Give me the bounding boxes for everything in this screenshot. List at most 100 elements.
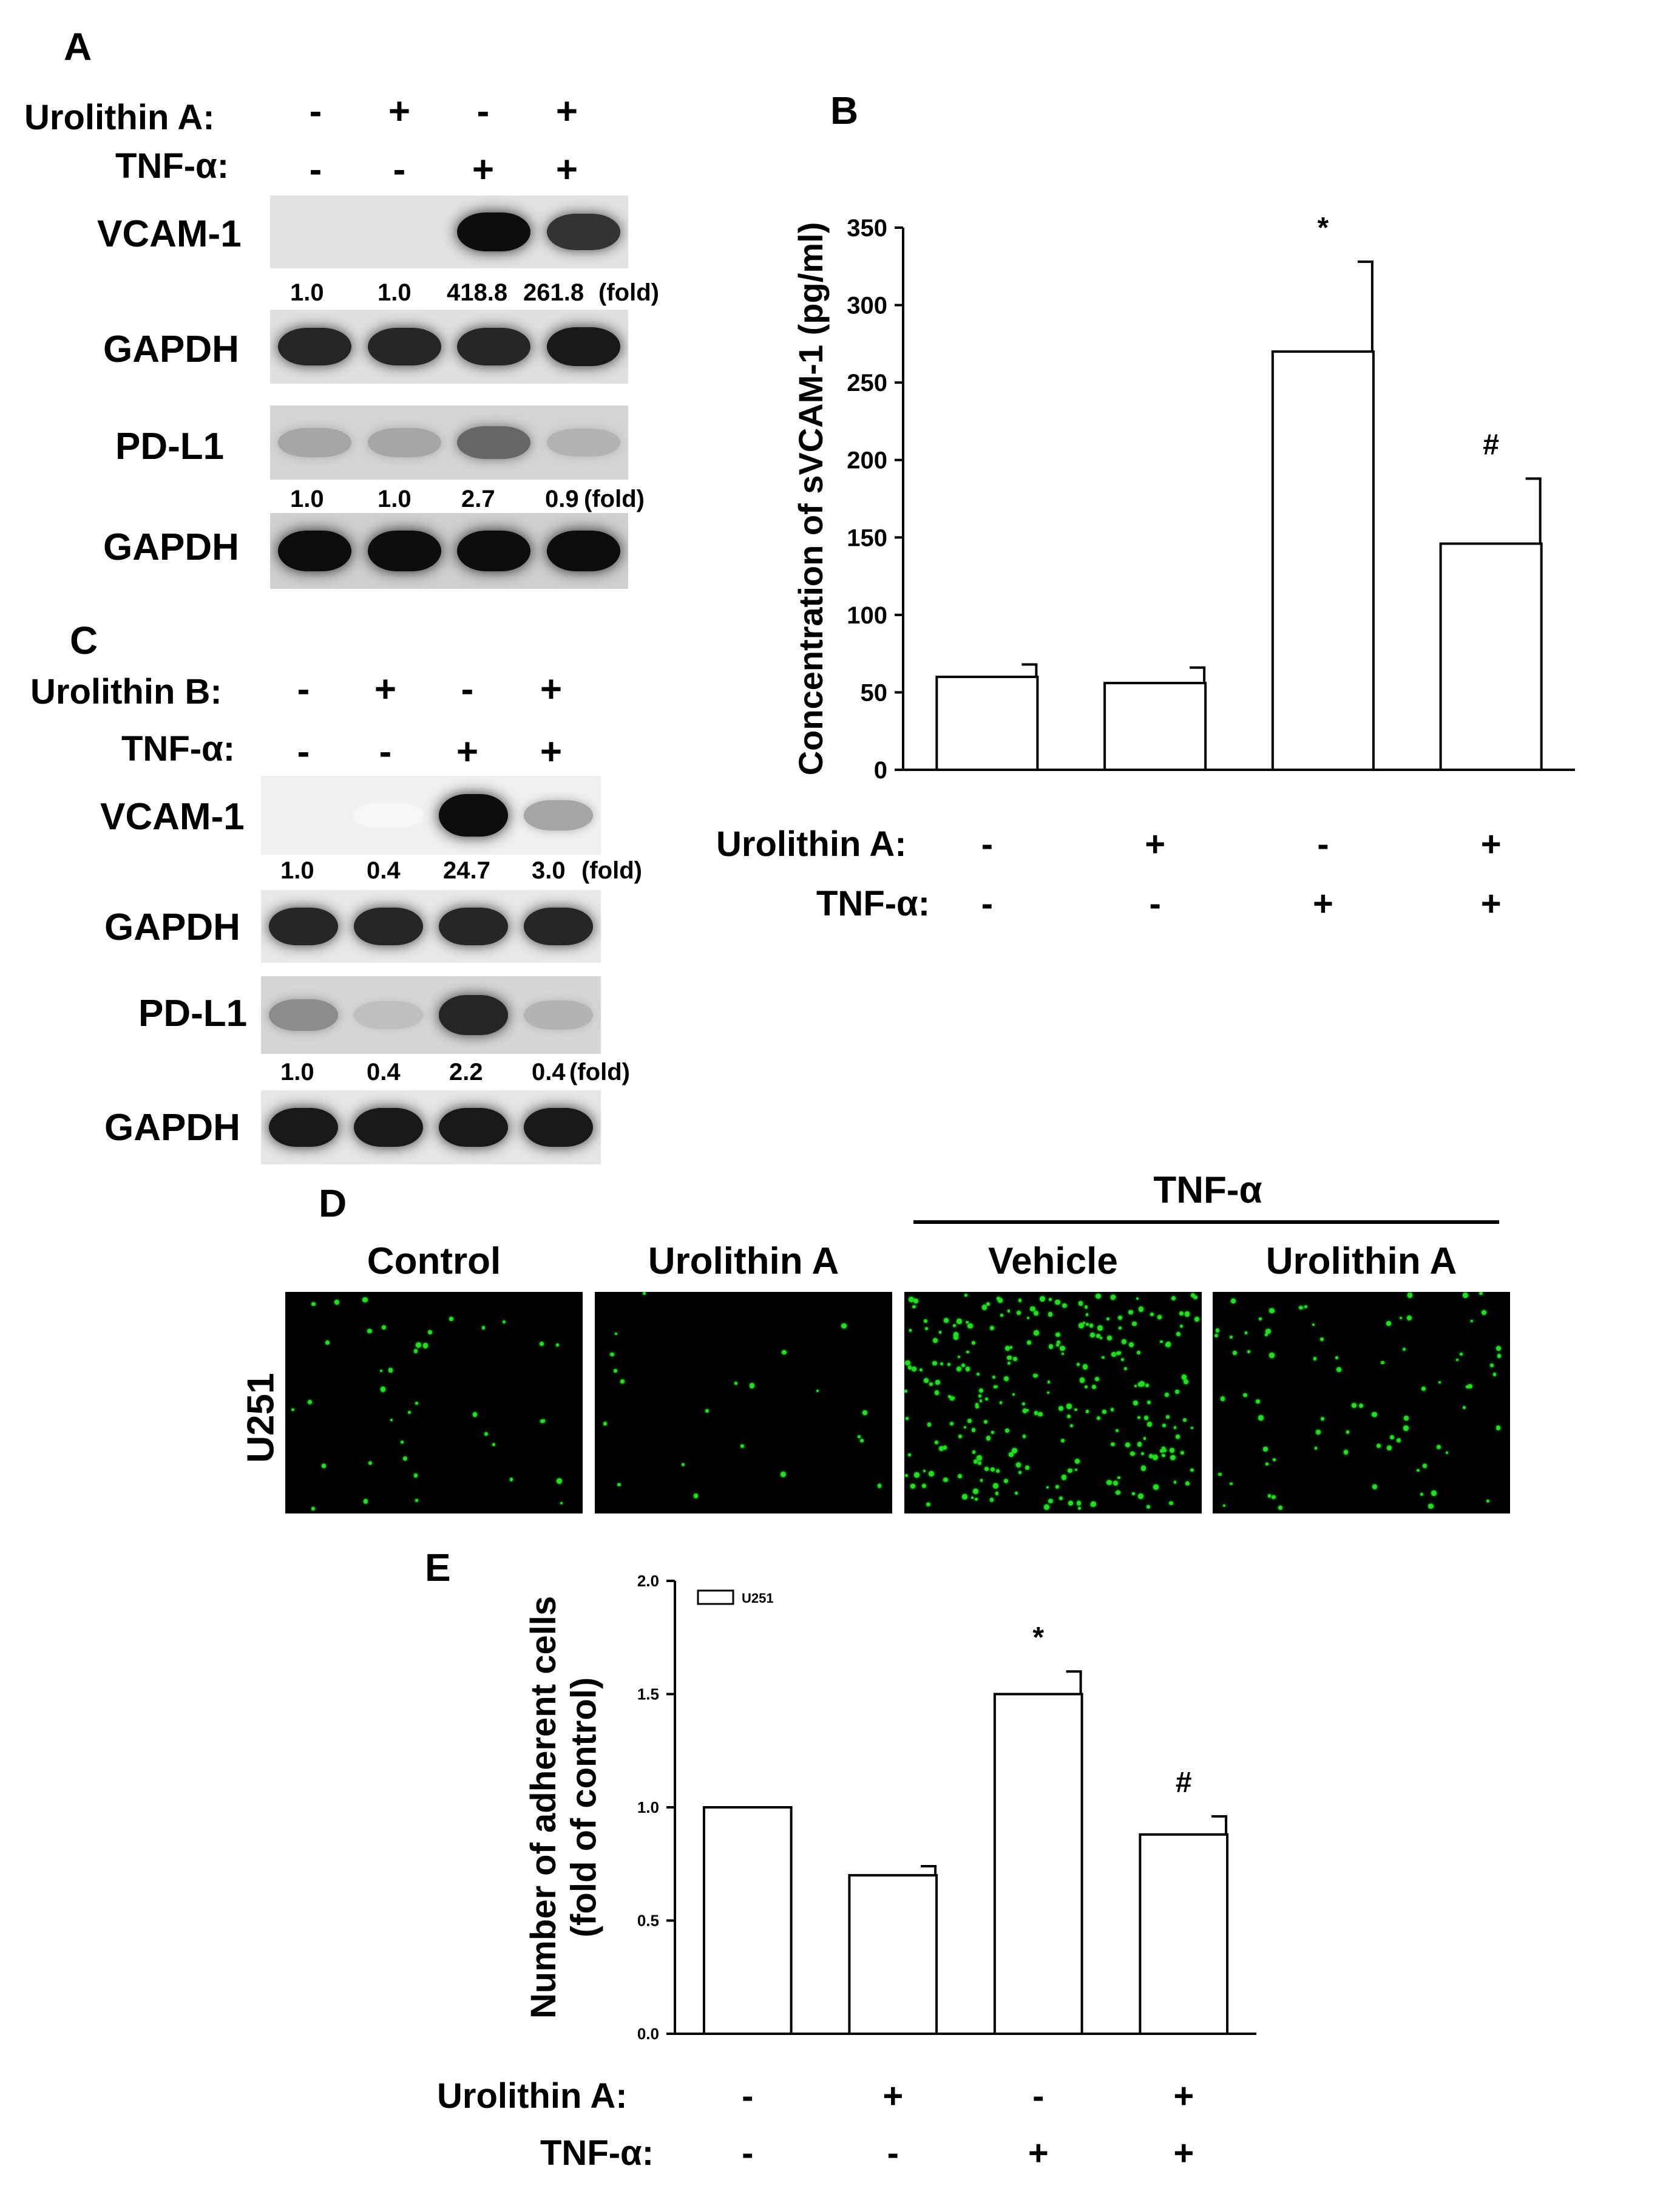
adherent-cell	[1157, 1315, 1162, 1319]
adherent-cell	[472, 1411, 478, 1417]
adherent-cell	[484, 1432, 489, 1436]
adherent-cell	[1399, 1317, 1403, 1320]
y-tick-label: 350	[847, 215, 887, 242]
fold-value: 418.8	[447, 279, 508, 306]
blot-label-pdl1: PD-L1	[138, 993, 248, 1034]
adherent-cell	[1007, 1310, 1011, 1313]
blot-band	[367, 530, 441, 572]
adherent-cell	[1470, 1320, 1473, 1323]
adherent-cell	[1128, 1342, 1134, 1347]
adherent-cell	[1116, 1351, 1120, 1356]
adherent-cell	[1431, 1490, 1437, 1496]
adherent-cell	[1082, 1322, 1085, 1325]
adherent-cell	[978, 1388, 983, 1393]
western-blot-c-gapdh-1	[261, 890, 601, 963]
adherent-cell	[1264, 1333, 1268, 1336]
adherent-cell	[705, 1408, 709, 1413]
adherent-cell	[1084, 1305, 1088, 1310]
adherent-cell	[1346, 1430, 1350, 1434]
adherent-cell	[1171, 1296, 1176, 1300]
adherent-cell	[1190, 1293, 1196, 1298]
blot-band	[353, 1107, 424, 1147]
adherent-cell	[1055, 1332, 1060, 1337]
adherent-cell	[958, 1473, 963, 1478]
adherent-cell	[413, 1473, 418, 1478]
panel-a-sign: +	[388, 90, 411, 132]
adherent-cell	[1074, 1468, 1077, 1471]
adherent-cell	[1136, 1351, 1140, 1355]
adherent-cell	[382, 1325, 386, 1330]
adherent-cell	[1298, 1305, 1302, 1310]
adherent-cell	[1428, 1503, 1434, 1509]
column-label-control: Control	[367, 1240, 501, 1282]
panel-c-sign: +	[540, 668, 563, 710]
adherent-cell	[415, 1342, 421, 1348]
adherent-cell	[1230, 1299, 1236, 1304]
adherent-cell	[1026, 1409, 1029, 1412]
adherent-cell	[862, 1410, 867, 1415]
adherent-cell	[1421, 1386, 1426, 1391]
fluorescence-image-tnf-vehicle	[904, 1292, 1202, 1513]
adherent-cell	[415, 1401, 418, 1405]
bar	[702, 1806, 793, 2035]
adherent-cell	[492, 1443, 495, 1446]
blot-band	[438, 794, 509, 837]
fluorescence-image-control	[285, 1292, 583, 1513]
adherent-cell	[975, 1405, 979, 1408]
adherent-cell	[1153, 1484, 1159, 1490]
blot-band	[546, 327, 620, 367]
adherent-cell	[1194, 1316, 1199, 1322]
adherent-cell	[291, 1408, 294, 1411]
bar	[848, 1873, 938, 2035]
adherent-cell	[1150, 1312, 1154, 1316]
adherent-cell	[1067, 1415, 1071, 1419]
adherent-cell	[910, 1484, 915, 1489]
adherent-cell	[1420, 1492, 1424, 1496]
condition-sign: +	[1145, 824, 1165, 864]
panel-c-row-label-urolithin-b: Urolithin B:	[30, 672, 222, 712]
fold-value: 1.0	[290, 279, 324, 306]
adherent-cell	[1372, 1411, 1377, 1418]
adherent-cell	[1145, 1383, 1149, 1387]
adherent-cell	[1132, 1492, 1135, 1495]
adherent-cell	[1160, 1449, 1164, 1453]
adherent-cell	[1351, 1402, 1357, 1408]
adherent-cell	[1007, 1355, 1012, 1360]
adherent-cell	[1265, 1328, 1271, 1334]
adherent-cell	[1139, 1381, 1145, 1387]
adherent-cell	[911, 1366, 916, 1371]
adherent-cell	[904, 1389, 908, 1393]
adherent-cell	[972, 1450, 976, 1455]
adherent-cell	[540, 1342, 544, 1347]
adherent-cell	[1243, 1393, 1247, 1398]
adherent-cell	[859, 1439, 864, 1443]
adherent-cell	[1184, 1311, 1190, 1317]
adherent-cell	[1068, 1468, 1072, 1473]
adherent-cell	[1372, 1484, 1378, 1489]
significance-mark: *	[1318, 212, 1329, 244]
adherent-cell	[947, 1363, 950, 1367]
adherent-cell	[1016, 1462, 1021, 1467]
adherent-cell	[1026, 1317, 1030, 1320]
adherent-cell	[311, 1302, 316, 1306]
blot-label-pdl1: PD-L1	[115, 426, 225, 467]
adherent-cell	[1214, 1334, 1219, 1338]
adherent-cell	[958, 1356, 961, 1359]
adherent-cell	[1181, 1374, 1187, 1380]
adherent-cell	[1074, 1408, 1077, 1411]
adherent-cell	[964, 1293, 968, 1297]
adherent-cell	[1012, 1393, 1015, 1396]
adherent-cell	[1445, 1451, 1448, 1454]
adherent-cell	[923, 1469, 926, 1473]
adherent-cell	[1097, 1416, 1100, 1421]
adherent-cell	[956, 1366, 962, 1371]
bar	[935, 675, 1039, 772]
blot-band	[268, 999, 339, 1031]
condition-sign: +	[1313, 884, 1333, 923]
adherent-cell	[1131, 1321, 1137, 1326]
adherent-cell	[1049, 1298, 1052, 1301]
fold-unit: (fold)	[581, 857, 642, 884]
adherent-cell	[938, 1330, 942, 1334]
adherent-cell	[693, 1493, 699, 1498]
adherent-cell	[1130, 1451, 1135, 1456]
